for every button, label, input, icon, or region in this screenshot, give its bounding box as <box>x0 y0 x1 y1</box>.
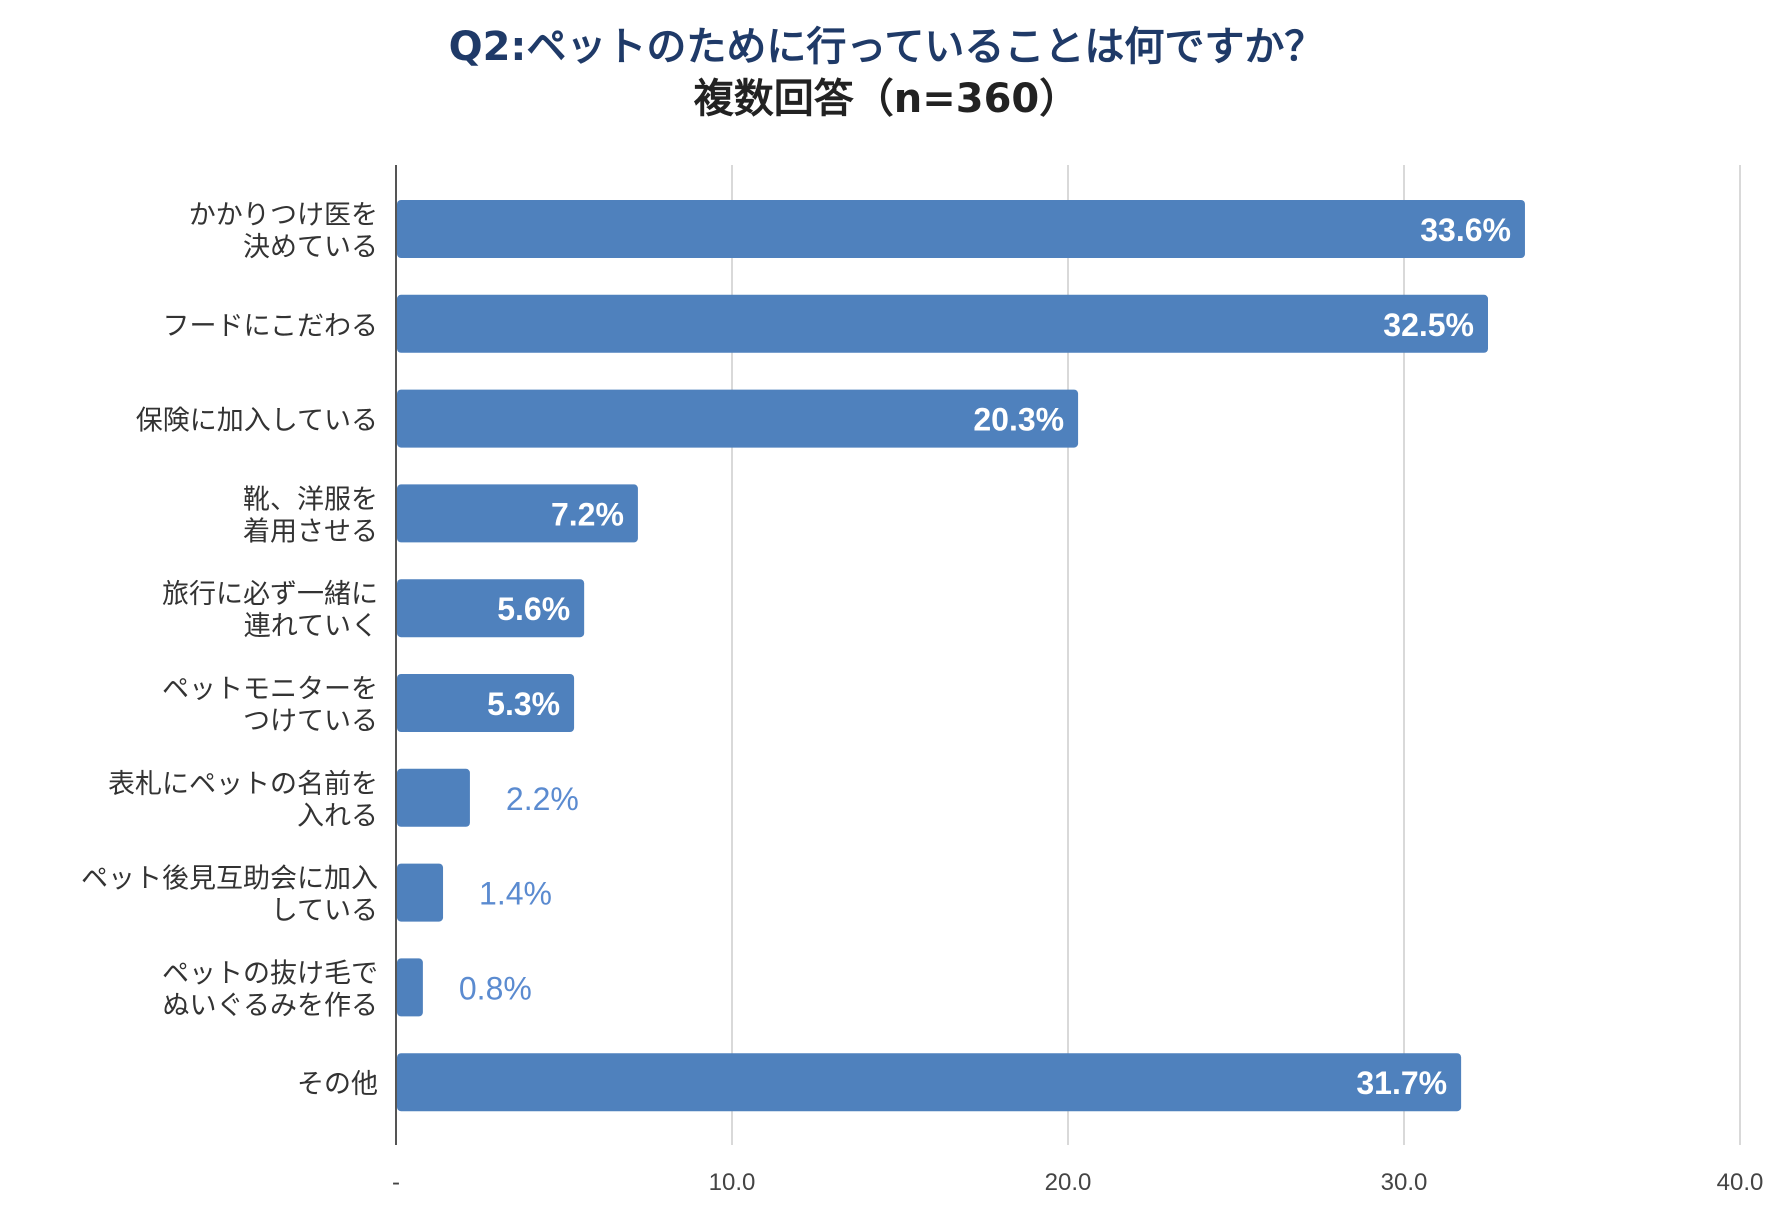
x-tick-label: - <box>392 1169 400 1196</box>
category-label: している <box>271 896 378 927</box>
x-tick-label: 40.0 <box>1717 1169 1764 1196</box>
category-label: ペットの抜け毛で <box>162 958 378 989</box>
bar-value-label: 5.3% <box>487 686 560 722</box>
category-label: 決めている <box>243 232 378 263</box>
category-label: 保険に加入している <box>136 406 378 437</box>
bar <box>397 484 638 543</box>
category-label: 靴、洋服を <box>243 484 378 515</box>
bar <box>397 768 470 827</box>
category-label: ペット後見互助会に加入 <box>81 864 378 895</box>
bar-value-label: 32.5% <box>1383 307 1474 343</box>
category-label: フードにこだわる <box>163 311 378 342</box>
category-label: 表札にペットの名前を <box>108 769 378 800</box>
x-tick-label: 30.0 <box>1381 1169 1428 1196</box>
category-label: ぬいぐるみを作る <box>163 990 378 1021</box>
bar-value-label: 1.4% <box>479 876 552 912</box>
category-label: その他 <box>297 1069 378 1100</box>
bar <box>397 674 575 732</box>
bar-value-label: 0.8% <box>459 970 532 1006</box>
bar <box>397 1053 1462 1112</box>
x-tick-label: 20.0 <box>1045 1169 1092 1196</box>
bar <box>397 389 1079 448</box>
bar-value-label: 2.2% <box>506 781 579 817</box>
bar <box>397 200 1525 258</box>
category-label: ペットモニターを <box>162 674 378 705</box>
bar-value-label: 31.7% <box>1356 1065 1447 1101</box>
category-label: 入れる <box>297 801 378 832</box>
bar <box>397 958 423 1017</box>
bar <box>397 294 1488 353</box>
bar-value-label: 20.3% <box>973 402 1064 438</box>
chart-title: Q2:ペットのために行っていることは何ですか？ <box>448 24 1325 70</box>
category-label: つけている <box>243 706 378 737</box>
bar <box>397 863 444 922</box>
category-label: 旅行に必ず一緒に <box>162 579 378 610</box>
bar-value-label: 5.6% <box>497 591 570 627</box>
category-label: 着用させる <box>243 516 378 547</box>
bar-value-label: 7.2% <box>551 496 624 532</box>
category-label: かかりつけ医を <box>189 200 378 231</box>
chart-subtitle: 複数回答（n=360） <box>693 76 1080 122</box>
x-tick-label: 10.0 <box>709 1169 756 1196</box>
bar <box>397 579 585 638</box>
bar-value-label: 33.6% <box>1420 212 1511 248</box>
category-label: 連れていく <box>244 611 378 642</box>
